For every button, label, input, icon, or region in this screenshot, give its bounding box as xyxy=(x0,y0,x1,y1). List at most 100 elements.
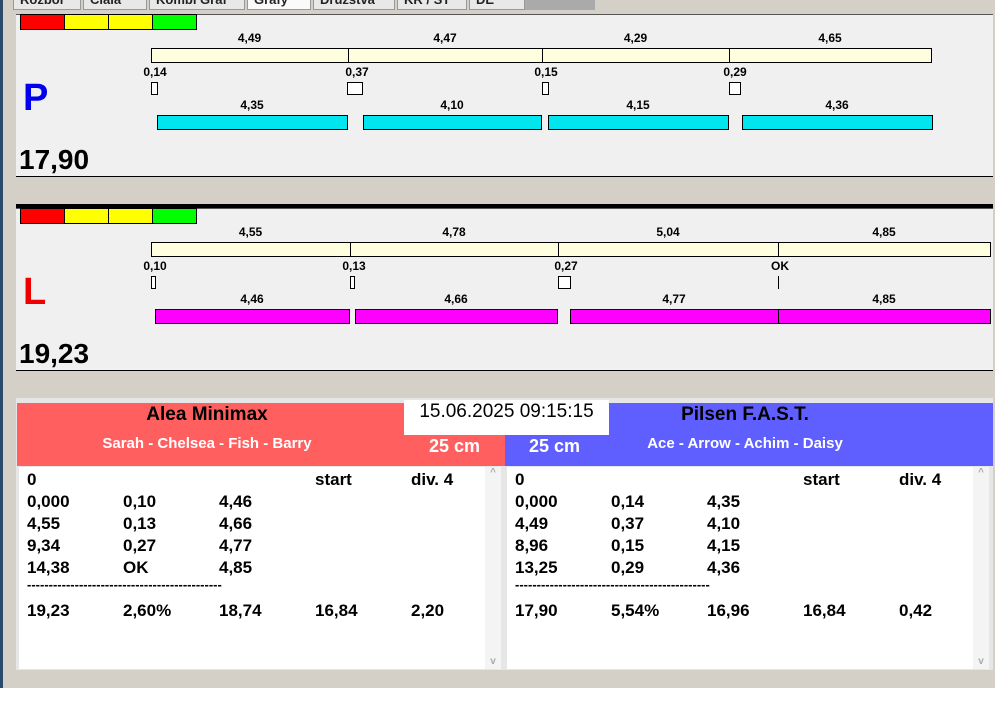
run-bar xyxy=(363,115,542,130)
reaction-time: 0,27 xyxy=(554,259,578,273)
summary-cell: 16,84 xyxy=(315,601,358,620)
tab-0[interactable]: Rozbor xyxy=(13,0,81,10)
reaction-time: 0,14 xyxy=(143,65,167,79)
lane-total-time: 19,23 xyxy=(19,338,90,369)
table-cell: 0,000 xyxy=(515,492,558,511)
reaction-time: 0,37 xyxy=(345,65,369,79)
table-cell: 4,77 xyxy=(219,536,253,555)
table-cell: 0,14 xyxy=(611,492,645,511)
reaction-box xyxy=(350,276,355,289)
reaction-box xyxy=(558,276,571,289)
split-bar xyxy=(729,48,932,63)
scrollbar[interactable]: ^ v xyxy=(973,467,989,669)
signal-lamp-green xyxy=(152,14,197,30)
datetime: 15.06.2025 09:15:15 xyxy=(404,400,609,435)
signal-lamp-red xyxy=(20,14,65,30)
table-cell: 9,34 xyxy=(27,536,61,555)
tab-bar-filler xyxy=(525,0,595,10)
table-cell: 8,96 xyxy=(515,536,549,555)
summary-cell: 16,84 xyxy=(803,601,846,620)
table-header-cell: start xyxy=(803,470,840,489)
run-bar xyxy=(778,309,991,324)
tab-5[interactable]: KR / ST xyxy=(397,0,467,10)
scroll-down-icon[interactable]: v xyxy=(978,656,984,667)
divider xyxy=(16,176,993,177)
split-time: 4,49 xyxy=(237,31,262,45)
split-time: 4,85 xyxy=(872,225,896,239)
lane-distance: 25 cm xyxy=(429,436,481,456)
signal-lamp-red xyxy=(20,208,65,224)
scrollbar[interactable]: ^ v xyxy=(485,467,501,669)
split-bar xyxy=(350,242,559,257)
signal-lamp-yellow xyxy=(108,14,153,30)
signal-lamp-yellow xyxy=(108,208,153,224)
table-header-cell: div. 4 xyxy=(411,470,454,489)
lane-separator xyxy=(16,204,993,208)
split-bar xyxy=(348,48,543,63)
run-time: 4,46 xyxy=(240,292,264,306)
reaction-box xyxy=(151,276,156,289)
reaction-box xyxy=(542,82,549,95)
split-time: 4,55 xyxy=(238,225,263,239)
table-cell: 0,27 xyxy=(123,536,157,555)
lane-L xyxy=(16,208,993,371)
table-divider: ----------------------------------------… xyxy=(515,577,710,592)
run-bar xyxy=(548,115,729,130)
table-cell: 0,000 xyxy=(27,492,70,511)
scroll-down-icon[interactable]: v xyxy=(490,656,496,667)
lane-total-time: 17,90 xyxy=(19,144,90,175)
table-cell: 4,66 xyxy=(219,514,253,533)
summary-cell: 2,60% xyxy=(123,601,172,620)
split-time: 4,29 xyxy=(623,31,648,45)
run-bar xyxy=(742,115,933,130)
table-cell: 0,37 xyxy=(611,514,645,533)
table-header-cell: start xyxy=(315,470,352,489)
reaction-box xyxy=(151,82,158,95)
table-divider: ----------------------------------------… xyxy=(27,577,222,592)
table-cell: 4,46 xyxy=(219,492,253,511)
team-name: Pilsen F.A.S.T. xyxy=(681,404,809,425)
run-bar xyxy=(570,309,779,324)
signal-lamp-yellow xyxy=(64,208,109,224)
reaction-time: 0,29 xyxy=(723,65,747,79)
summary-cell: 2,20 xyxy=(411,601,445,620)
split-time: 5,04 xyxy=(656,225,680,239)
split-time: 4,78 xyxy=(442,225,466,239)
signal-lamp-yellow xyxy=(64,14,109,30)
run-time: 4,36 xyxy=(825,98,849,112)
tab-2[interactable]: Kombi Graf xyxy=(149,0,245,10)
table-cell: 0,29 xyxy=(611,558,645,577)
table-header-cell: div. 4 xyxy=(899,470,942,489)
table-cell: 4,15 xyxy=(707,536,741,555)
team-players: Ace - Arrow - Achim - Daisy xyxy=(647,435,843,452)
table-cell: 4,49 xyxy=(515,514,549,533)
reaction-mark xyxy=(778,276,779,289)
tab-1[interactable]: Čiala xyxy=(83,0,147,10)
signal-lamp-green xyxy=(152,208,197,224)
table-cell: 4,55 xyxy=(27,514,61,533)
tab-3[interactable]: Grafy xyxy=(247,0,311,10)
scroll-up-icon[interactable]: ^ xyxy=(490,467,496,478)
run-time: 4,66 xyxy=(444,292,468,306)
table-cell: 4,85 xyxy=(219,558,253,577)
table-cell: 14,38 xyxy=(27,558,70,577)
run-time: 4,35 xyxy=(240,98,264,112)
side-label: L xyxy=(23,271,47,313)
summary-cell: 0,42 xyxy=(899,601,933,620)
team-name: Alea Minimax xyxy=(146,404,268,425)
reaction-box xyxy=(347,82,363,95)
app-window: 4,49 0,14 4,35 4,47 0,37 4,10 4,29 0,15 4,15 4,65… xyxy=(0,0,995,688)
tab-4[interactable]: Družstva xyxy=(313,0,395,10)
tab-6[interactable]: DE xyxy=(469,0,525,10)
summary-cell: 5,54% xyxy=(611,601,660,620)
summary-cell: 19,23 xyxy=(27,601,70,620)
scroll-up-icon[interactable]: ^ xyxy=(978,467,984,478)
results-table: 0 start div. 4 0,000 0,14 4,35 4,49 0,37 4,10 8,9… xyxy=(507,467,989,669)
reaction-box xyxy=(729,82,741,95)
run-time: 4,85 xyxy=(872,292,896,306)
split-time: 4,65 xyxy=(818,31,842,45)
run-time: 4,10 xyxy=(440,98,464,112)
divider xyxy=(16,370,993,371)
split-bar xyxy=(778,242,991,257)
table-cell: 4,35 xyxy=(707,492,741,511)
